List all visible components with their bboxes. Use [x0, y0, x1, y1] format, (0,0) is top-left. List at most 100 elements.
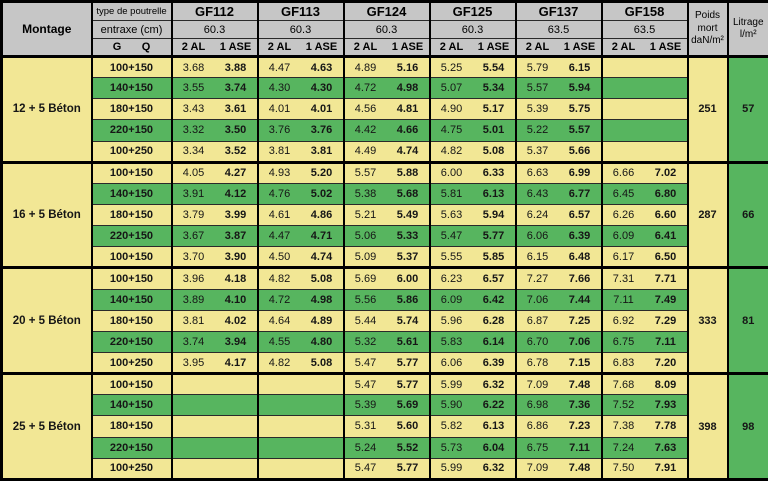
load-combination-label: 100+250: [91, 140, 173, 164]
load-combination-label: 220+150: [91, 330, 173, 353]
value-1ase: 4.71: [300, 225, 344, 248]
value-1ase: 5.08: [300, 351, 344, 376]
entraxe-gf137: 63.5: [514, 20, 602, 39]
poids-mort-value: 333: [686, 267, 729, 376]
value-2al: 5.73: [428, 436, 473, 459]
load-combination-label: 100+250: [91, 457, 173, 481]
litrage-value: 81: [727, 267, 768, 376]
poids-mort-value: 398: [686, 373, 729, 481]
value-2al: 6.45: [600, 182, 645, 205]
value-1ase: 3.52: [214, 140, 258, 164]
value-2al: 6.24: [514, 203, 559, 227]
g-label: G: [112, 41, 122, 53]
table-row: 220+150 5.24 5.52 5.73 6.04 6.75 7.11 7.24 7.63: [2, 436, 768, 459]
value-2al: 6.87: [514, 309, 559, 332]
subcol-1ase-header: 1 ASE: [558, 38, 602, 58]
value-2al: 6.78: [514, 351, 559, 376]
value-1ase: 4.80: [300, 330, 344, 353]
value-1ase: 5.94: [472, 203, 516, 227]
entraxe-label: entraxe (cm): [91, 20, 172, 39]
value-1ase: 5.37: [386, 246, 430, 270]
poids-mort-value: 251: [686, 56, 729, 164]
table-row: 100+150 3.70 3.90 4.50 4.74 5.09 5.37 5.55 5.85 6…: [2, 246, 768, 270]
table-row: 100+250 3.95 4.17 4.82 5.08 5.47 5.77 6.06 6.39 6…: [2, 351, 768, 376]
value-2al: 3.91: [170, 182, 215, 205]
value-2al: 4.82: [256, 351, 301, 376]
empty-cell: [256, 436, 344, 459]
load-combination-label: 100+150: [91, 55, 173, 79]
value-2al: 5.09: [342, 246, 387, 270]
value-1ase: 4.74: [300, 246, 344, 270]
litrage-value: 57: [727, 56, 768, 164]
value-1ase: 6.77: [558, 182, 602, 205]
value-2al: 5.96: [428, 309, 473, 332]
load-combination-label: 100+250: [91, 351, 173, 376]
value-1ase: 7.25: [558, 309, 602, 332]
value-2al: 3.67: [170, 225, 215, 248]
value-2al: 4.89: [342, 55, 387, 79]
value-2al: 5.47: [428, 225, 473, 248]
table-row: 180+150 3.81 4.02 4.64 4.89 5.44 5.74 5.96 6.28 6…: [2, 309, 768, 332]
value-2al: 7.24: [600, 436, 645, 459]
value-2al: 5.47: [342, 457, 387, 481]
table-row: 16 + 5 Béton 100+150 4.05 4.27 4.93 5.20 5.57 5…: [1, 161, 768, 270]
value-1ase: 7.36: [558, 394, 602, 417]
value-1ase: 7.63: [644, 436, 688, 459]
value-2al: 5.21: [342, 203, 387, 227]
empty-cell: [170, 436, 258, 459]
subcol-1ase-header: 1 ASE: [386, 38, 430, 58]
entraxe-gf113: 60.3: [256, 20, 344, 39]
value-1ase: 4.74: [386, 140, 430, 164]
value-1ase: 5.57: [558, 119, 602, 142]
value-2al: 5.22: [514, 119, 559, 142]
value-2al: 6.86: [514, 415, 559, 438]
value-1ase: 5.08: [472, 140, 516, 164]
value-1ase: 6.33: [472, 161, 516, 184]
value-1ase: 5.88: [386, 161, 430, 184]
value-2al: 5.99: [428, 373, 473, 396]
value-1ase: 6.50: [644, 246, 688, 270]
value-2al: 6.98: [514, 394, 559, 417]
value-2al: 3.74: [170, 330, 215, 353]
subcol-1ase-header: 1 ASE: [472, 38, 516, 58]
value-2al: 6.75: [600, 330, 645, 353]
montage-label: 25 + 5 Béton: [1, 373, 93, 481]
value-2al: 3.89: [170, 288, 215, 311]
table-row: 100+250 5.47 5.77 5.99 6.32 7.09 7.48 7.50 7.91: [2, 457, 768, 481]
header-row-entraxe: entraxe (cm) 60.3 60.3 60.3 60.3 63.5 63…: [2, 20, 768, 39]
value-2al: 3.32: [170, 119, 215, 142]
value-2al: 5.90: [428, 394, 473, 417]
table-row: 220+150 3.74 3.94 4.55 4.80 5.32 5.61 5.83 6.14 6…: [2, 330, 768, 353]
value-1ase: 7.71: [644, 267, 688, 290]
subcol-2al-header: 2 AL: [428, 38, 473, 58]
value-1ase: 3.74: [214, 77, 258, 100]
load-combination-label: 180+150: [91, 415, 173, 438]
value-2al: 6.09: [600, 225, 645, 248]
beam-header-gf124: GF124: [342, 1, 430, 21]
montage-header: Montage: [1, 1, 93, 58]
value-1ase: 7.11: [558, 436, 602, 459]
table-row: 180+150 5.31 5.60 5.82 6.13 6.86 7.23 7.38 7.78: [2, 415, 768, 438]
load-combination-label: 100+150: [91, 267, 173, 290]
value-2al: 5.44: [342, 309, 387, 332]
value-1ase: 7.48: [558, 373, 602, 396]
load-combination-label: 140+150: [91, 182, 173, 205]
litrage-header: Litrage l/m²: [726, 1, 768, 58]
empty-cell: [170, 373, 258, 396]
value-1ase: 4.89: [300, 309, 344, 332]
value-1ase: 5.16: [386, 55, 430, 79]
subcol-1ase-header: 1 ASE: [214, 38, 258, 58]
empty-cell: [170, 457, 258, 481]
entraxe-gf125: 60.3: [428, 20, 516, 39]
value-1ase: 7.48: [558, 457, 602, 481]
value-2al: 5.69: [342, 267, 387, 290]
entraxe-gf124: 60.3: [342, 20, 430, 39]
value-1ase: 5.49: [386, 203, 430, 227]
beam-header-gf125: GF125: [428, 1, 516, 21]
table-row: 140+150 3.55 3.74 4.30 4.30 4.72 4.98 5.07 5.34 5…: [2, 77, 768, 100]
load-combination-label: 100+150: [91, 246, 173, 270]
value-1ase: 6.22: [472, 394, 516, 417]
value-1ase: 5.02: [300, 182, 344, 205]
